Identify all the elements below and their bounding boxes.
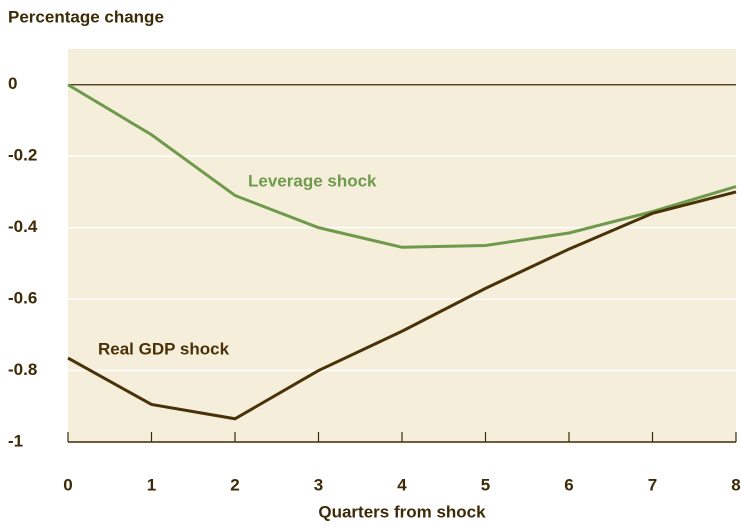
y-tick-label: -0.2 [8,146,37,165]
y-tick-label: -0.4 [8,217,38,236]
x-tick-label: 6 [564,475,573,494]
plot-area [68,49,736,442]
series-label: Leverage shock [248,171,377,190]
x-tick-label: 0 [63,475,72,494]
y-tick-label: -1 [8,431,23,450]
x-tick-label: 7 [648,475,657,494]
x-axis-label: Quarters from shock [318,502,486,521]
x-tick-label: 5 [481,475,490,494]
x-tick-label: 1 [147,475,156,494]
series-line [67,83,737,249]
x-tick-label: 4 [397,475,407,494]
x-tick-label: 8 [731,475,740,494]
y-tick-label: -0.6 [8,289,37,308]
x-tick-label: 3 [314,475,323,494]
y-axis-label: Percentage change [8,7,164,26]
y-tick-label: -0.8 [8,360,37,379]
x-tick-label: 2 [230,475,239,494]
series-label: Real GDP shock [98,339,230,358]
y-tick-label: 0 [8,74,17,93]
series-line [67,190,737,421]
